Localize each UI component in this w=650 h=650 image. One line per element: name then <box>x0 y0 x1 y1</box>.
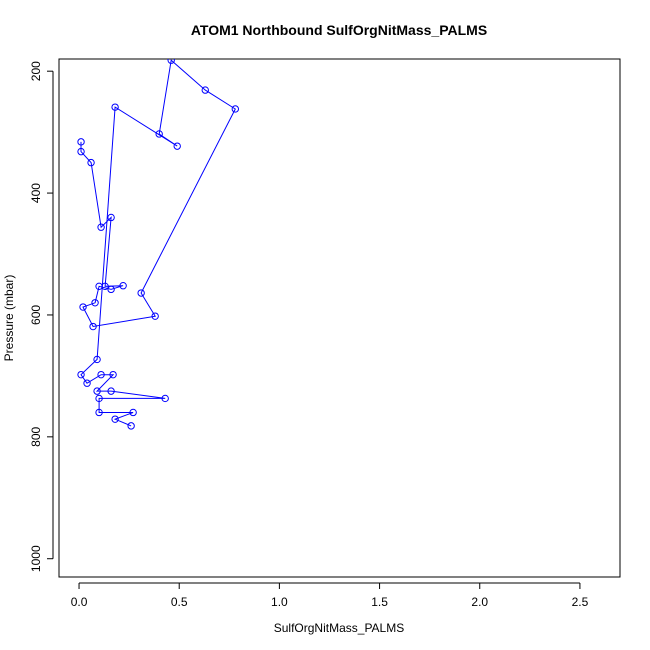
data-point <box>91 299 99 307</box>
data-point <box>79 303 87 311</box>
x-tick-label: 2.0 <box>471 595 488 609</box>
data-point <box>151 312 159 320</box>
data-point <box>173 142 181 150</box>
data-point <box>97 223 105 231</box>
data-point <box>95 408 103 417</box>
data-point <box>97 370 105 379</box>
data-point <box>129 408 137 417</box>
y-axis-label: Pressure (mbar) <box>2 275 16 362</box>
data-point <box>137 289 145 297</box>
data-point <box>93 387 101 395</box>
data-point <box>111 415 119 423</box>
data-point <box>87 158 95 167</box>
data-point <box>201 86 209 94</box>
plot-frame <box>58 58 621 578</box>
y-tick-label: 200 <box>29 61 43 81</box>
y-axis: 200 400 600 800 1000 <box>29 61 54 572</box>
data-point <box>95 282 103 291</box>
data-point <box>161 394 169 403</box>
x-tick-label: 0.0 <box>71 595 88 609</box>
data-point <box>111 103 119 111</box>
x-tick-label: 1.0 <box>271 595 288 609</box>
y-tick-label: 800 <box>29 427 43 447</box>
data-point <box>107 285 115 294</box>
data-point <box>127 422 135 430</box>
data-point <box>231 105 240 113</box>
chart-title: ATOM1 Northbound SulfOrgNitMass_PALMS <box>191 22 487 38</box>
x-axis-label: SulfOrgNitMass_PALMS <box>274 621 404 635</box>
plot-area <box>77 59 240 430</box>
x-tick-label: 0.5 <box>171 595 188 609</box>
y-tick-label: 1000 <box>29 545 43 572</box>
data-point <box>95 394 103 403</box>
data-point <box>107 387 115 395</box>
x-tick-label: 1.5 <box>371 595 388 609</box>
data-point <box>93 355 101 364</box>
x-axis: 0.0 0.5 1.0 1.5 2.0 2.5 <box>71 582 589 609</box>
data-point <box>155 130 163 138</box>
x-tick-label: 2.5 <box>572 595 589 609</box>
data-point <box>83 379 91 387</box>
data-point <box>77 147 85 156</box>
data-point <box>107 213 115 222</box>
y-tick-label: 600 <box>29 305 43 325</box>
data-point <box>77 138 85 146</box>
y-tick-label: 400 <box>29 183 43 203</box>
data-point <box>89 322 97 331</box>
data-point <box>77 370 85 379</box>
data-point <box>167 59 175 64</box>
data-point <box>119 282 127 290</box>
data-point <box>109 370 117 379</box>
